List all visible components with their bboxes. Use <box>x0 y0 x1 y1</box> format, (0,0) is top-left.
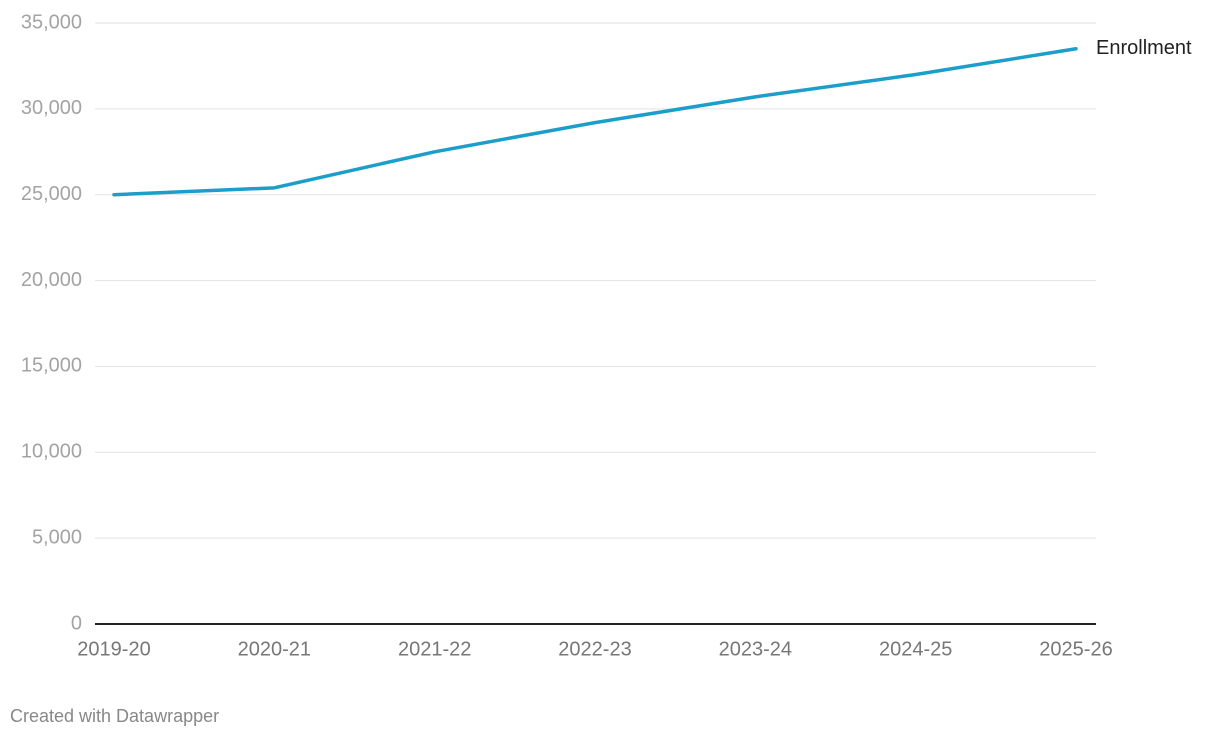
y-tick-label: 0 <box>71 612 82 634</box>
y-tick-label: 30,000 <box>21 97 82 119</box>
x-tick-label: 2025-26 <box>1039 638 1112 660</box>
x-tick-label: 2024-25 <box>879 638 952 660</box>
y-tick-label: 5,000 <box>32 526 82 548</box>
x-tick-label: 2022-23 <box>558 638 631 660</box>
x-tick-label: 2020-21 <box>238 638 311 660</box>
series-line <box>112 47 1078 197</box>
y-tick-label: 35,000 <box>21 11 82 33</box>
y-tick-label: 15,000 <box>21 355 82 377</box>
x-tick-label: 2021-22 <box>398 638 471 660</box>
x-tick-label: 2019-20 <box>77 638 150 660</box>
x-tick-label: 2023-24 <box>719 638 792 660</box>
y-tick-label: 20,000 <box>21 269 82 291</box>
y-tick-label: 10,000 <box>21 441 82 463</box>
credit: Created with Datawrapper <box>10 706 219 726</box>
series-label: Enrollment <box>1096 37 1192 59</box>
y-tick-label: 25,000 <box>21 183 82 205</box>
